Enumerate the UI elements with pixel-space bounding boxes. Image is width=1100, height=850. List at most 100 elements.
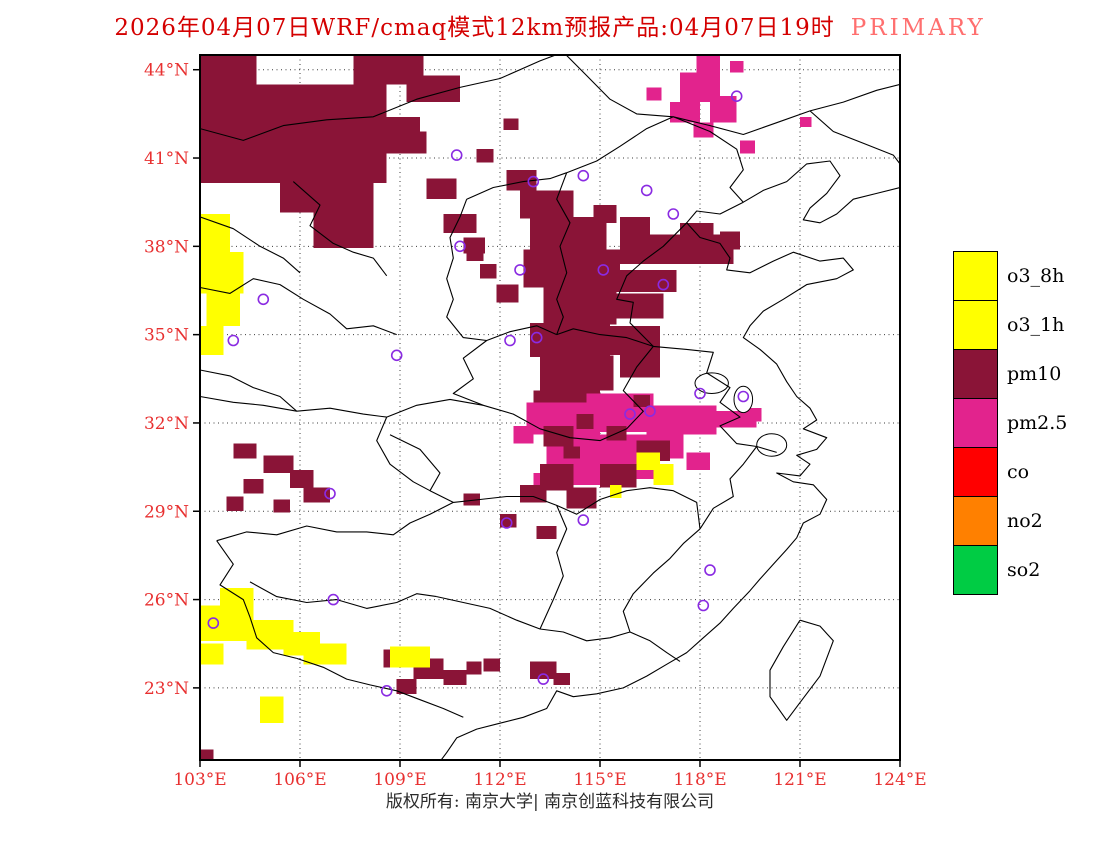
city-marker xyxy=(527,175,540,188)
city-marker xyxy=(597,264,610,276)
legend-label: no2 xyxy=(1007,510,1043,532)
patch-pm10 xyxy=(263,455,294,473)
patch-o3 xyxy=(610,484,622,498)
patch-pm10 xyxy=(496,284,519,303)
border-mongolia-border xyxy=(200,55,558,141)
legend-swatch xyxy=(953,300,998,350)
patch-pm25 xyxy=(693,122,714,138)
legend-swatch xyxy=(953,349,998,399)
legend-label: pm2.5 xyxy=(1007,412,1068,434)
credit-line: 版权所有: 南京大学| 南京创蓝科技有限公司 xyxy=(385,792,715,812)
legend-label: pm10 xyxy=(1007,363,1062,385)
patch-pm10 xyxy=(313,211,374,248)
border-coastline xyxy=(440,160,900,760)
patch-pm10 xyxy=(483,658,500,672)
patch-pm10 xyxy=(576,414,594,429)
lon-tick-label: 112°E xyxy=(473,770,526,790)
patch-o3 xyxy=(206,293,240,326)
legend-swatch xyxy=(953,447,998,497)
city-marker xyxy=(227,334,240,347)
city-marker xyxy=(500,517,513,529)
legend-item-pm10: pm10 xyxy=(953,349,1067,399)
border-sichuan-north xyxy=(200,395,387,418)
lat-tick-label: 44°N xyxy=(144,61,189,81)
lon-tick-label: 124°E xyxy=(873,770,926,790)
border-gansu-south xyxy=(200,369,298,412)
city-marker xyxy=(530,331,543,344)
patch-o3 xyxy=(653,464,674,485)
map-frame xyxy=(199,54,901,761)
patch-o3 xyxy=(200,643,224,665)
patch-pm10 xyxy=(426,178,457,200)
patch-pm10 xyxy=(500,514,517,528)
patch-pm25 xyxy=(710,96,737,123)
city-marker xyxy=(454,240,466,253)
patch-pm10 xyxy=(243,478,264,494)
patch-pm10 xyxy=(396,679,417,694)
patch-pm10 xyxy=(280,181,374,213)
patch-o3 xyxy=(303,643,347,665)
city-marker xyxy=(504,334,516,347)
patch-pm10 xyxy=(443,214,477,234)
legend-item-no2: no2 xyxy=(953,496,1067,546)
border-gansu-corridor xyxy=(200,216,301,274)
border-jiangsu-north xyxy=(653,345,777,453)
patch-pm25 xyxy=(800,116,812,128)
patch-pm10 xyxy=(290,470,314,488)
province-borders xyxy=(200,55,900,760)
city-marker xyxy=(704,564,716,576)
patch-pm10 xyxy=(406,75,460,103)
border-chongqing-east xyxy=(376,416,431,492)
legend-item-co: co xyxy=(953,447,1067,497)
lat-tick-label: 38°N xyxy=(144,237,189,257)
map-layers xyxy=(200,55,900,760)
border-anhui-zhejiang xyxy=(699,446,758,530)
patch-pm10 xyxy=(620,216,650,238)
border-hunan-jiangxi xyxy=(539,505,568,630)
patch-pm10 xyxy=(620,352,660,378)
border-yunnan-east xyxy=(216,540,297,659)
patch-pm10 xyxy=(520,484,547,503)
patch-pm10 xyxy=(720,231,740,250)
patch-pm10 xyxy=(540,355,614,391)
patch-pm10 xyxy=(503,118,519,131)
lon-tick-label: 118°E xyxy=(673,770,726,790)
patch-pm10 xyxy=(530,661,557,680)
lat-tick-label: 32°N xyxy=(144,414,189,434)
lat-tick-label: 23°N xyxy=(144,679,189,699)
city-marker xyxy=(327,593,340,606)
lakes xyxy=(694,372,788,457)
patch-pm10 xyxy=(386,131,427,154)
patch-pm10 xyxy=(200,84,387,117)
lake xyxy=(756,433,788,457)
patch-pm10 xyxy=(566,487,597,509)
border-shanxi-east xyxy=(556,172,571,335)
city-marker xyxy=(450,149,463,161)
border-hebei-northeast xyxy=(673,116,744,203)
patch-o3 xyxy=(200,214,230,253)
border-guizhou-south xyxy=(249,581,437,609)
city-marker xyxy=(257,293,270,306)
patch-pm10 xyxy=(593,205,617,223)
patch-pm10 xyxy=(543,425,574,447)
patch-pm10 xyxy=(543,287,617,325)
patch-o3 xyxy=(390,646,430,668)
legend-swatch xyxy=(953,398,998,448)
patch-pm10 xyxy=(600,464,637,488)
patch-pm10 xyxy=(303,487,330,503)
lat-tick-label: 35°N xyxy=(144,326,189,346)
city-marker xyxy=(624,408,636,420)
city-marker xyxy=(380,684,393,697)
patch-pm25 xyxy=(686,452,710,471)
legend-item-o3_1h: o3_1h xyxy=(953,300,1067,350)
chart-title: 2026年04月07日WRF/cmaq模式12km预报产品:04月07日19时 P… xyxy=(114,8,985,42)
border-hubei-shaanxi xyxy=(386,398,484,418)
legend-swatch xyxy=(953,545,998,595)
legend: o3_8h o3_1h pm10 pm2.5 co no2 so2 xyxy=(953,251,1067,595)
patch-pm10 xyxy=(466,661,482,675)
legend-label: o3_1h xyxy=(1007,314,1065,336)
border-henan-loop xyxy=(452,328,654,442)
legend-label: o3_8h xyxy=(1007,265,1065,287)
city-marker xyxy=(644,405,656,418)
